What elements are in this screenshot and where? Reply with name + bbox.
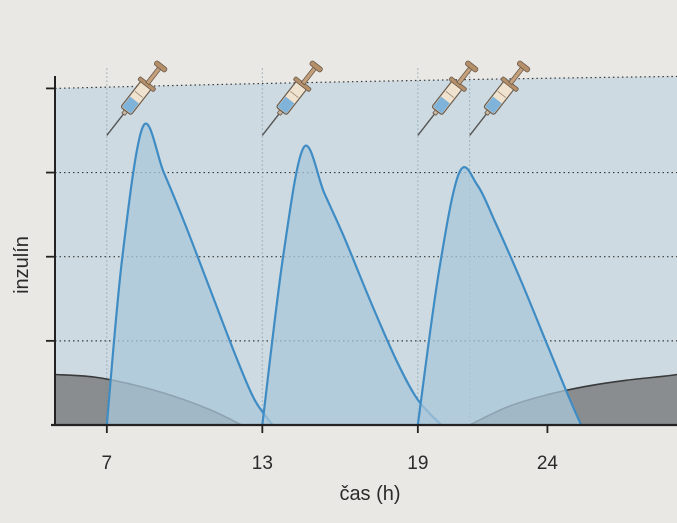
syringe-scale-mark — [134, 91, 144, 98]
bolus-curve-2 — [261, 144, 443, 426]
syringe-plunger-cap — [154, 60, 168, 73]
axes-layer — [46, 76, 677, 433]
bolus-area-1 — [106, 123, 273, 426]
x-axis-title: čas (h) — [339, 483, 400, 505]
bolus-curve-1 — [105, 122, 274, 426]
syringe-scale-mark — [290, 91, 299, 98]
x-tick-label-4: 24 — [537, 453, 559, 474]
x-tick-label-2: 13 — [252, 453, 273, 474]
syringe-needle — [261, 112, 281, 136]
syringe-icon-1 — [106, 60, 168, 136]
syringe-plunger-cap — [309, 60, 323, 73]
syringe-liquid — [485, 96, 502, 114]
bolus-area-2 — [262, 145, 442, 425]
basal-top-line — [54, 75, 677, 90]
bolus-curve-3 — [416, 166, 583, 426]
syringe-plunger-rod — [300, 65, 318, 86]
y-axis-title: inzulín — [11, 236, 33, 294]
bolus-layer — [105, 122, 583, 426]
syringe-layer — [106, 60, 531, 136]
syringe-needle — [469, 112, 488, 136]
x-tick-label-3: 19 — [407, 453, 428, 474]
syringe-scale-mark — [445, 91, 455, 98]
syringe-needle — [417, 112, 436, 136]
syringe-needle — [106, 112, 125, 136]
syringe-icon-2 — [261, 60, 323, 136]
syringe-plunger-cap — [516, 60, 531, 73]
syringe-plunger-rod — [145, 65, 162, 86]
syringe-plunger-cap — [465, 60, 479, 73]
syringe-icon-3 — [417, 60, 479, 136]
syringe-liquid — [277, 96, 295, 114]
syringe-icon-4 — [469, 60, 531, 136]
syringe-liquid — [122, 96, 139, 114]
x-tick-label-1: 7 — [102, 453, 113, 474]
syringe-scale-mark — [497, 91, 506, 98]
syringe-liquid — [433, 96, 450, 114]
bolus-area-3 — [417, 167, 582, 426]
label-layer: čas (h) inzulín 7 13 19 24 — [11, 236, 558, 505]
